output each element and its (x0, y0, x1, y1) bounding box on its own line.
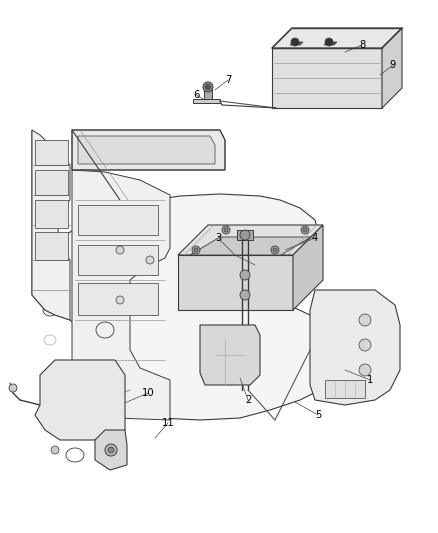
Polygon shape (272, 28, 402, 48)
Circle shape (205, 85, 211, 90)
Polygon shape (35, 200, 68, 228)
Text: 3: 3 (215, 233, 221, 243)
Circle shape (146, 256, 154, 264)
Polygon shape (35, 140, 68, 165)
Circle shape (359, 314, 371, 326)
Polygon shape (32, 130, 70, 320)
Polygon shape (190, 237, 311, 255)
Text: 9: 9 (390, 60, 396, 70)
Polygon shape (95, 430, 127, 470)
Polygon shape (78, 283, 158, 315)
Circle shape (194, 248, 198, 252)
Text: 7: 7 (225, 75, 231, 85)
Polygon shape (200, 325, 260, 385)
Polygon shape (35, 170, 68, 195)
Circle shape (303, 228, 307, 232)
Text: 4: 4 (312, 233, 318, 243)
Polygon shape (325, 380, 365, 398)
Circle shape (240, 230, 250, 240)
Text: 11: 11 (162, 418, 174, 428)
Circle shape (222, 226, 230, 234)
Polygon shape (290, 42, 303, 45)
Circle shape (192, 246, 200, 254)
Text: 2: 2 (245, 395, 251, 405)
Polygon shape (78, 205, 158, 235)
Circle shape (116, 246, 124, 254)
Text: 10: 10 (141, 388, 154, 398)
Text: 6: 6 (193, 90, 199, 100)
Polygon shape (32, 130, 335, 420)
Polygon shape (178, 255, 293, 310)
Polygon shape (72, 170, 170, 420)
Polygon shape (72, 130, 225, 170)
Circle shape (51, 446, 59, 454)
Polygon shape (382, 28, 402, 108)
Circle shape (325, 38, 333, 46)
Polygon shape (237, 230, 253, 240)
Polygon shape (178, 225, 323, 255)
Polygon shape (35, 232, 68, 260)
Text: 8: 8 (359, 40, 365, 50)
Circle shape (108, 447, 114, 453)
Circle shape (301, 226, 309, 234)
Polygon shape (35, 360, 125, 440)
Circle shape (291, 38, 299, 46)
Polygon shape (272, 48, 382, 108)
Circle shape (116, 296, 124, 304)
Circle shape (224, 228, 228, 232)
Circle shape (105, 444, 117, 456)
Polygon shape (193, 99, 220, 103)
Circle shape (359, 364, 371, 376)
Polygon shape (78, 136, 215, 164)
Circle shape (240, 270, 250, 280)
Text: 1: 1 (367, 375, 373, 385)
Circle shape (240, 290, 250, 300)
Circle shape (271, 246, 279, 254)
Circle shape (273, 248, 277, 252)
Circle shape (9, 384, 17, 392)
Polygon shape (204, 89, 212, 99)
Circle shape (359, 339, 371, 351)
Polygon shape (78, 245, 158, 275)
Text: 5: 5 (315, 410, 321, 420)
Circle shape (203, 82, 213, 92)
Polygon shape (293, 225, 323, 310)
Polygon shape (324, 42, 337, 45)
Polygon shape (310, 290, 400, 405)
